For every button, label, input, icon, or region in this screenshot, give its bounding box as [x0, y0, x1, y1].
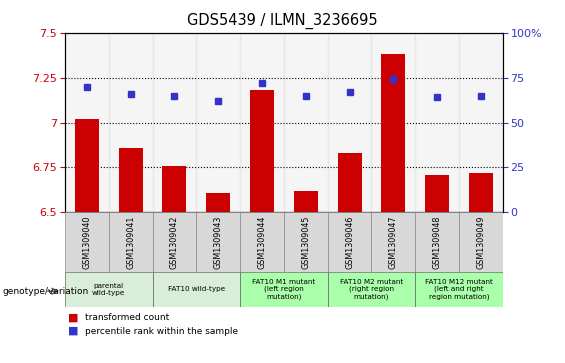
Bar: [415, 272, 503, 307]
Bar: [108, 33, 153, 212]
Bar: [65, 212, 109, 272]
Bar: [65, 272, 153, 307]
Text: transformed count: transformed count: [85, 313, 169, 322]
Text: GSM1309042: GSM1309042: [170, 216, 179, 269]
Bar: [459, 212, 503, 272]
Text: GSM1309045: GSM1309045: [301, 216, 310, 269]
Text: FAT10 M12 mutant
(left and right
region mutation): FAT10 M12 mutant (left and right region …: [425, 279, 493, 300]
Bar: [425, 175, 449, 212]
Bar: [328, 212, 372, 272]
Bar: [240, 33, 284, 212]
Bar: [328, 33, 372, 212]
Bar: [284, 212, 328, 272]
Text: ■: ■: [68, 313, 79, 323]
Bar: [197, 212, 240, 272]
Text: GSM1309046: GSM1309046: [345, 216, 354, 269]
Text: GSM1309044: GSM1309044: [258, 216, 267, 269]
Bar: [294, 191, 318, 212]
Text: GSM1309041: GSM1309041: [126, 216, 135, 269]
Bar: [381, 54, 406, 212]
Bar: [153, 33, 197, 212]
Bar: [153, 272, 240, 307]
Bar: [337, 153, 362, 212]
Bar: [153, 212, 197, 272]
Text: GSM1309047: GSM1309047: [389, 216, 398, 269]
Bar: [459, 33, 503, 212]
Text: GSM1309040: GSM1309040: [82, 216, 92, 269]
Text: GSM1309048: GSM1309048: [433, 216, 442, 269]
Text: GDS5439 / ILMN_3236695: GDS5439 / ILMN_3236695: [187, 13, 378, 29]
Bar: [197, 33, 240, 212]
Text: GSM1309049: GSM1309049: [476, 216, 485, 269]
Text: percentile rank within the sample: percentile rank within the sample: [85, 327, 238, 335]
Bar: [108, 212, 153, 272]
Bar: [372, 212, 415, 272]
Text: parental
wild-type: parental wild-type: [92, 283, 125, 296]
Bar: [75, 119, 99, 212]
Bar: [469, 173, 493, 212]
Bar: [284, 33, 328, 212]
Bar: [65, 33, 109, 212]
Text: GSM1309043: GSM1309043: [214, 216, 223, 269]
Bar: [119, 148, 143, 212]
Bar: [206, 193, 231, 212]
Bar: [250, 90, 274, 212]
Bar: [372, 33, 415, 212]
Bar: [328, 272, 415, 307]
Bar: [162, 166, 186, 212]
Bar: [415, 212, 459, 272]
Text: FAT10 M1 mutant
(left region
mutation): FAT10 M1 mutant (left region mutation): [253, 279, 315, 300]
Bar: [415, 33, 459, 212]
Text: FAT10 wild-type: FAT10 wild-type: [168, 286, 225, 293]
Bar: [240, 272, 328, 307]
Text: genotype/variation: genotype/variation: [3, 287, 89, 296]
Text: FAT10 M2 mutant
(right region
mutation): FAT10 M2 mutant (right region mutation): [340, 279, 403, 300]
Text: ■: ■: [68, 326, 79, 336]
Bar: [240, 212, 284, 272]
